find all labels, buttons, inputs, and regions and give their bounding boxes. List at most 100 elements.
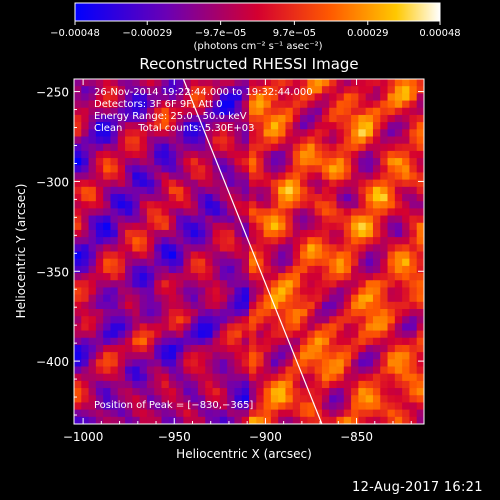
heatmap-cell [351,330,359,339]
heatmap-cell [351,129,359,137]
heatmap-cell [190,150,199,159]
heatmap-cell [270,107,279,116]
heatmap-cell [241,309,250,317]
heatmap-cell [125,165,133,173]
heatmap-cell [212,402,221,411]
heatmap-cell [380,294,388,303]
heatmap-cell [95,366,104,375]
heatmap-cell [176,229,184,238]
heatmap-cell [168,229,177,238]
heatmap-cell [117,337,126,346]
heatmap-cell [241,258,250,267]
heatmap-cell [103,158,111,166]
heatmap-cell [409,258,418,267]
heatmap-cell [176,237,184,245]
heatmap-cell [358,395,367,403]
heatmap-cell [402,323,410,331]
heatmap-cell [241,136,250,145]
heatmap-cell [125,93,133,101]
heatmap-cell [117,359,126,367]
heatmap-cell [278,395,286,403]
heatmap-cell [249,409,257,418]
heatmap-cell [103,366,111,375]
heatmap-cell [197,337,206,346]
heatmap-cell [329,359,337,367]
heatmap-cell [161,165,170,173]
heatmap-cell [168,172,177,181]
heatmap-cell [409,280,418,288]
heatmap-cell [263,165,272,173]
heatmap-cell [190,114,199,123]
heatmap-cell [329,388,337,396]
heatmap-cell [88,287,97,296]
heatmap-cell [219,380,228,389]
heatmap-cell [212,194,221,202]
heatmap-cell [270,172,279,181]
heatmap-cell [212,344,221,353]
heatmap-cell [321,280,330,288]
heatmap-cell [176,265,184,274]
heatmap-cell [278,337,286,346]
heatmap-cell [241,251,250,260]
heatmap-cell [402,194,410,202]
heatmap-cell [132,359,141,367]
heatmap-cell [197,208,206,216]
heatmap-cell [314,79,323,87]
heatmap-cell [394,222,403,231]
heatmap-cell [205,186,213,195]
heatmap-cell [146,395,155,403]
heatmap-cell [81,416,89,424]
heatmap-cell [249,309,257,317]
heatmap-cell [95,79,104,87]
heatmap-cell [183,316,192,324]
heatmap-cell [161,244,170,252]
heatmap-cell [365,172,374,181]
heatmap-cell [103,93,111,101]
heatmap-cell [234,380,243,389]
heatmap-cell [117,380,126,389]
heatmap-cell [416,186,424,195]
heatmap-cell [205,388,213,396]
heatmap-cell [110,359,119,367]
heatmap-cell [117,86,126,94]
heatmap-cell [110,280,119,288]
heatmap-cell [132,165,141,173]
heatmap-cell [285,136,294,145]
heatmap-cell [234,143,243,152]
heatmap-cell [219,93,228,101]
heatmap-cell [300,359,308,367]
heatmap-cell [117,251,126,260]
heatmap-cell [314,136,323,145]
heatmap-cell [329,100,337,109]
heatmap-cell [343,93,352,101]
heatmap-cell [110,165,119,173]
heatmap-cell [394,114,403,123]
heatmap-cell [103,229,111,238]
heatmap-cell [285,244,294,252]
heatmap-cell [190,201,199,209]
heatmap-cell [117,244,126,252]
heatmap-cell [183,194,192,202]
heatmap-cell [351,395,359,403]
heatmap-cell [372,273,381,281]
heatmap-cell [81,323,89,331]
heatmap-cell [103,287,111,296]
heatmap-cell [402,222,410,231]
heatmap-cell [176,416,184,424]
heatmap-cell [81,186,89,195]
heatmap-cell [241,344,250,353]
heatmap-cell [95,100,104,109]
heatmap-cell [154,388,162,396]
heatmap-cell [81,79,89,87]
heatmap-cell [380,215,388,224]
heatmap-cell [117,107,126,116]
heatmap-cell [227,323,235,331]
heatmap-cell [227,287,235,296]
heatmap-cell [95,273,104,281]
heatmap-cell [241,301,250,310]
heatmap-cell [125,359,133,367]
heatmap-cell [249,395,257,403]
heatmap-cell [168,301,177,310]
heatmap-cell [358,237,367,245]
heatmap-cell [409,100,418,109]
